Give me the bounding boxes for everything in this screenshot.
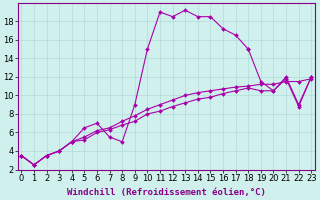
X-axis label: Windchill (Refroidissement éolien,°C): Windchill (Refroidissement éolien,°C): [67, 188, 266, 197]
